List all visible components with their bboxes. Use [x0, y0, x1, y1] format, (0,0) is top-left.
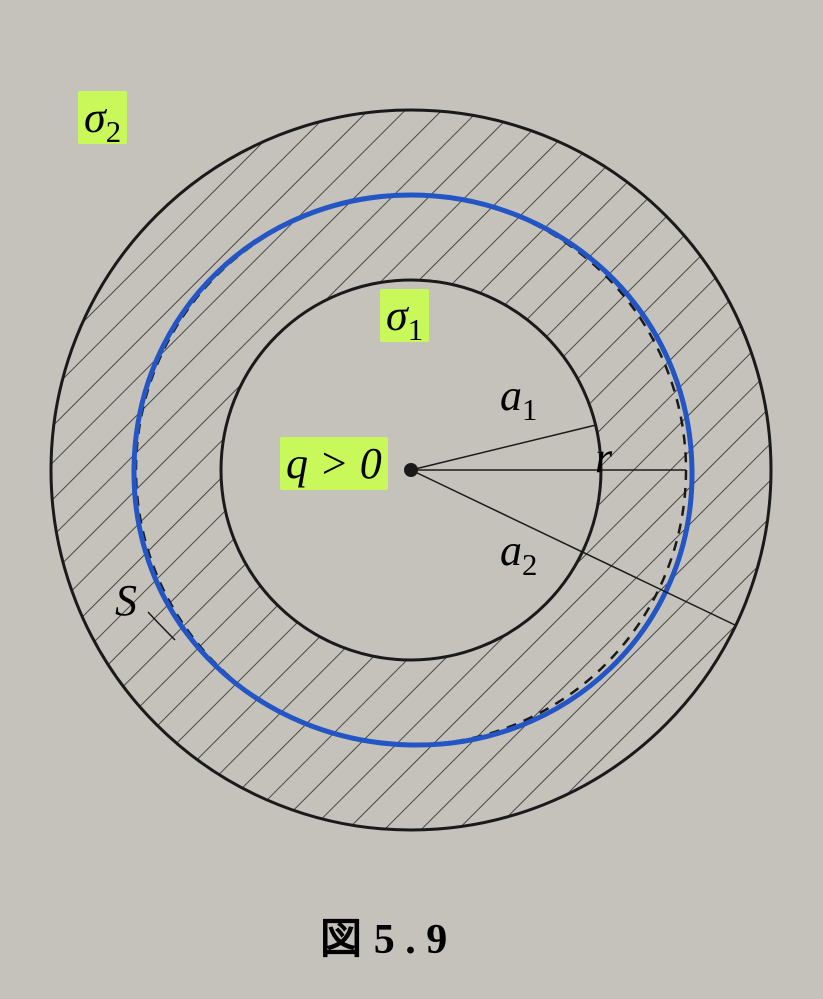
r-label: r — [595, 432, 612, 483]
hatched-region — [0, 0, 823, 999]
diagram-svg — [0, 0, 823, 999]
sigma2-label: σ2 — [78, 92, 127, 150]
a2-label: a2 — [500, 525, 537, 583]
diagram-container: σ2 σ1 q > 0 a1 r a2 S 図 5 . 9 — [0, 0, 823, 999]
sigma1-label: σ1 — [380, 290, 429, 348]
a1-label: a1 — [500, 370, 537, 428]
s-label: S — [115, 575, 137, 626]
center-dot — [404, 463, 418, 477]
q-label: q > 0 — [280, 438, 388, 489]
figure-caption: 図 5 . 9 — [320, 905, 447, 966]
